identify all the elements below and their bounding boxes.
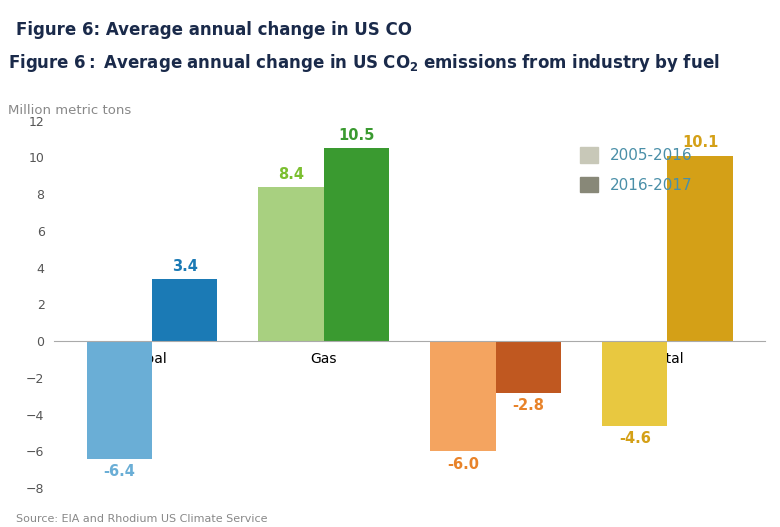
Bar bbox=[152, 279, 217, 341]
Text: $\bf{Figure\ 6:\ Average\ annual\ change\ in\ US\ CO_2\ emissions\ from\ industr: $\bf{Figure\ 6:\ Average\ annual\ change… bbox=[8, 52, 720, 74]
Text: -6.4: -6.4 bbox=[103, 464, 135, 479]
Text: Million metric tons: Million metric tons bbox=[8, 104, 131, 117]
Text: -6.0: -6.0 bbox=[447, 456, 479, 472]
Text: -2.8: -2.8 bbox=[512, 398, 544, 413]
Bar bbox=[602, 341, 668, 426]
Bar bbox=[431, 341, 495, 452]
Bar bbox=[258, 187, 324, 341]
Text: 10.1: 10.1 bbox=[682, 135, 718, 150]
Legend: 2005-2016, 2016-2017: 2005-2016, 2016-2017 bbox=[572, 139, 700, 200]
Text: 3.4: 3.4 bbox=[172, 259, 197, 274]
Text: Figure 6: Average annual change in US CO: Figure 6: Average annual change in US CO bbox=[16, 21, 412, 39]
Text: 8.4: 8.4 bbox=[278, 167, 304, 182]
Bar bbox=[87, 341, 152, 459]
Text: Source: EIA and Rhodium US Climate Service: Source: EIA and Rhodium US Climate Servi… bbox=[16, 514, 267, 524]
Bar bbox=[324, 148, 389, 341]
Text: -4.6: -4.6 bbox=[619, 431, 651, 446]
Text: 10.5: 10.5 bbox=[339, 128, 374, 143]
Bar bbox=[495, 341, 561, 393]
Bar bbox=[668, 155, 732, 341]
